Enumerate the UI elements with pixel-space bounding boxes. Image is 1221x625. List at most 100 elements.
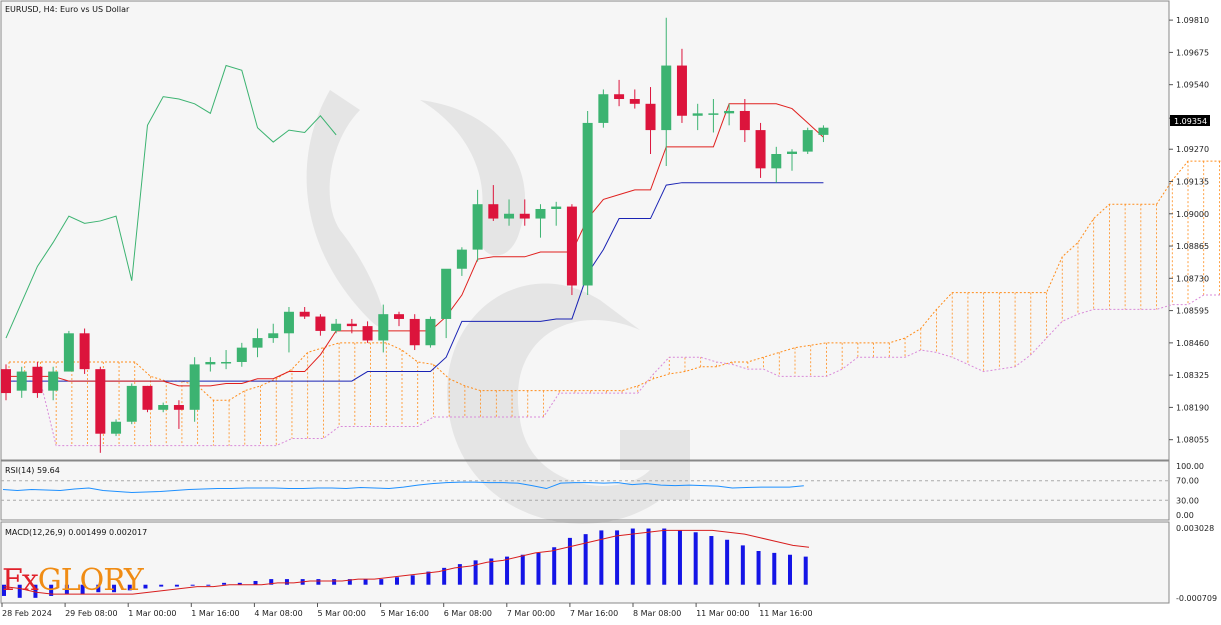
candle-body <box>818 127 829 135</box>
macd-histogram-bar <box>2 584 6 596</box>
rsi-title: RSI(14) 59.64 <box>5 466 60 475</box>
price-tick-label: 1.09000 <box>1176 210 1209 219</box>
macd-histogram-bar <box>332 579 337 585</box>
macd-histogram-bar <box>772 552 777 585</box>
macd-histogram-bar <box>64 584 69 595</box>
macd-histogram-bar <box>803 556 808 585</box>
rsi-tick-label: 70.00 <box>1176 477 1199 486</box>
candle-body <box>598 94 609 123</box>
chart-title: EURUSD, H4: Euro vs US Dollar <box>5 5 130 14</box>
macd-histogram-bar <box>536 552 541 585</box>
fxglory-logo: FxGLORY <box>2 563 144 598</box>
macd-histogram-bar <box>426 571 431 585</box>
time-tick-label: 11 Mar 00:00 <box>696 609 749 618</box>
candle-body <box>676 65 687 116</box>
candle-body <box>63 333 74 372</box>
macd-signal-line <box>3 529 810 595</box>
candle-body <box>236 347 247 362</box>
price-axis: 1.098101.096751.095401.094001.092701.091… <box>1169 16 1209 445</box>
logo-part1: Fx <box>2 563 39 598</box>
macd-histogram-bar <box>677 530 682 585</box>
price-tick-label: 1.09675 <box>1176 48 1209 57</box>
candle-body <box>787 151 797 154</box>
macd-histogram-bar <box>316 579 321 585</box>
macd-histogram-bar <box>693 532 698 585</box>
macd-histogram-bar <box>112 584 117 593</box>
macd-histogram-bar <box>788 554 792 585</box>
macd-histogram-bar <box>237 582 242 585</box>
macd-histogram-bar <box>253 580 258 585</box>
macd-histogram-bar <box>756 551 761 585</box>
candle-body <box>142 385 153 410</box>
candle-body <box>48 371 59 391</box>
macd-histogram-bar <box>80 584 85 595</box>
macd-histogram-bar <box>473 560 478 585</box>
current-price-label: 1.09354 <box>1174 117 1207 126</box>
time-tick-label: 29 Feb 08:00 <box>65 609 117 618</box>
macd-tick-label: 0.003028 <box>1176 524 1214 533</box>
macd-histogram-bar <box>49 584 54 596</box>
macd-title: MACD(12,26,9) 0.001499 0.002017 <box>5 528 147 537</box>
price-tick-label: 1.09540 <box>1176 81 1209 90</box>
price-tick-label: 1.08595 <box>1176 307 1209 316</box>
rsi-tick-label: 0.00 <box>1176 511 1194 520</box>
macd-histogram-bar <box>599 530 604 585</box>
candle-body <box>32 366 43 394</box>
macd-histogram-bar <box>740 545 745 585</box>
macd-histogram-bar <box>347 579 352 585</box>
macd-histogram-bar <box>583 534 588 585</box>
price-tick-label: 1.08460 <box>1176 339 1209 348</box>
candle-body <box>346 323 357 327</box>
current-price-tag <box>1170 115 1210 126</box>
candle-body <box>802 130 813 152</box>
macd-histogram-bar <box>284 579 289 585</box>
macd-histogram-bar <box>709 536 714 585</box>
time-tick-label: 5 Mar 16:00 <box>381 609 429 618</box>
time-tick-label: 4 Mar 08:00 <box>254 609 302 618</box>
candle-body <box>79 333 90 370</box>
candle-body <box>645 103 656 131</box>
senkou-span-b <box>9 293 1221 447</box>
rsi-line <box>2 481 804 493</box>
candle-body <box>629 99 640 104</box>
macd-histogram-bar <box>505 556 510 585</box>
macd-histogram-bar <box>379 579 384 585</box>
candle-body <box>425 318 436 346</box>
candle-body <box>221 361 232 364</box>
candle-body <box>771 154 782 169</box>
candle-body <box>205 361 216 365</box>
macd-histogram-bar <box>520 554 525 585</box>
macd-histogram-bar <box>442 567 447 585</box>
price-tick-label: 1.09135 <box>1176 177 1209 186</box>
candle-body <box>488 204 499 219</box>
macd-histogram-bar <box>552 547 557 585</box>
candle-body <box>614 94 625 100</box>
macd-histogram-bar <box>410 575 415 585</box>
macd-histogram-bar <box>143 584 148 589</box>
watermark-logo <box>306 90 690 524</box>
time-tick-label: 5 Mar 00:00 <box>318 609 366 618</box>
time-tick-label: 11 Mar 16:00 <box>759 609 812 618</box>
macd-histogram-bar <box>33 584 38 598</box>
time-tick-label: 7 Mar 16:00 <box>570 609 618 618</box>
candle-body <box>1 369 11 394</box>
price-tick-label: 1.08190 <box>1176 403 1209 412</box>
candle-body <box>394 314 404 319</box>
time-tick-label: 7 Mar 00:00 <box>507 609 555 618</box>
rsi-pane[interactable] <box>0 460 1170 521</box>
candle-body <box>111 421 122 434</box>
ichimoku-cloud <box>8 160 1221 447</box>
candle-body <box>535 208 546 219</box>
time-tick-label: 1 Mar 00:00 <box>128 609 176 618</box>
candle-body <box>504 213 515 219</box>
candle-body <box>755 130 766 169</box>
candle-body <box>566 206 577 286</box>
time-tick-label: 8 Mar 08:00 <box>633 609 681 618</box>
macd-indicator: 0.003028 -0.000709 <box>2 524 1217 603</box>
macd-histogram-bar <box>662 528 667 585</box>
logo-part2: GLORY <box>37 563 144 598</box>
macd-histogram-bar <box>457 564 462 585</box>
macd-histogram-bar <box>395 577 399 585</box>
macd-histogram-bar <box>646 528 651 585</box>
